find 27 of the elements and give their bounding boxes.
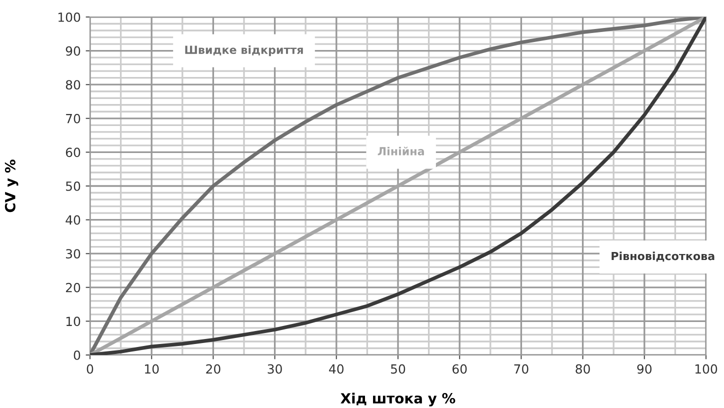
y-tick-label: 40 <box>66 215 80 225</box>
y-tick-label: 70 <box>66 114 80 124</box>
y-tick-label: 50 <box>66 181 80 191</box>
x-tick-label: 10 <box>145 364 159 374</box>
x-tick-label: 30 <box>268 364 282 374</box>
x-axis-title: Хід штока у % <box>340 392 456 406</box>
x-tick-label: 0 <box>86 364 94 374</box>
x-tick-label: 90 <box>637 364 652 374</box>
x-tick-label: 60 <box>452 364 467 374</box>
x-tick-label: 20 <box>206 364 220 374</box>
y-tick-label: 100 <box>58 12 80 22</box>
y-tick-label: 90 <box>66 46 80 56</box>
y-tick-label: 30 <box>66 249 80 259</box>
x-tick-label: 100 <box>695 364 718 374</box>
y-tick-label: 80 <box>66 80 80 90</box>
x-tick-label: 80 <box>576 364 590 374</box>
y-tick-label: 0 <box>74 350 80 360</box>
y-axis-title: CV у % <box>4 160 18 212</box>
y-tick-label: 20 <box>66 282 80 292</box>
text: Швидке відкриття <box>185 45 303 56</box>
text: Рівновідсоткова <box>612 252 714 262</box>
y-tick-label: 10 <box>66 316 80 326</box>
x-tick-label: 40 <box>329 364 344 374</box>
x-tick-label: 50 <box>391 364 406 374</box>
y-tick-label: 60 <box>66 148 80 158</box>
x-tick-label: 70 <box>514 364 528 374</box>
series-label: Лінійна <box>378 146 424 156</box>
